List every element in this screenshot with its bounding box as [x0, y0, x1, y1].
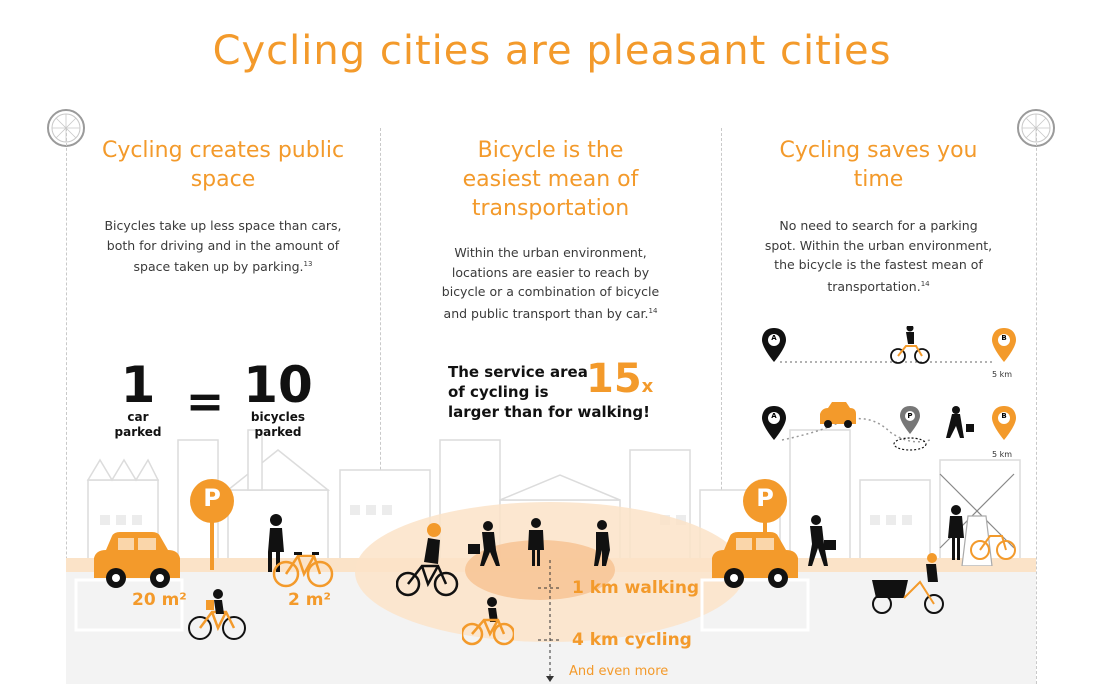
car-count: 1 [120, 356, 156, 414]
column-2-body: Within the urban environment, locations … [441, 245, 660, 321]
parking-sign-icon [190, 479, 234, 570]
pin-a-label: A [771, 412, 777, 420]
walking-distance-label: 1 km walking [572, 578, 700, 598]
route-2-distance: 5 km [992, 450, 1013, 459]
cyclist-icon [462, 597, 514, 646]
pin-b-label: B [1001, 412, 1007, 420]
car-area-value: 20 m² [132, 590, 187, 610]
parking-sign-letter: P [203, 484, 221, 512]
column-divider [66, 128, 67, 684]
pin-p-label: P [907, 412, 913, 420]
column-3-title: Cycling saves you time [779, 138, 978, 192]
bicycle-count: 10 [243, 356, 313, 414]
cargo-bike-icon [872, 553, 944, 614]
pedestrian-icon [594, 520, 610, 566]
parking-sign-icon [743, 479, 787, 538]
car-label: car parked [114, 410, 162, 439]
route-1-distance: 5 km [992, 370, 1013, 379]
pedestrian-icon [468, 521, 500, 566]
column-3-body: No need to search for a parking spot. Wi… [764, 218, 993, 294]
column-divider [380, 128, 381, 684]
service-area-factor: 15x [586, 356, 654, 402]
equals-sign: = [185, 374, 225, 428]
pin-a-label: A [771, 334, 777, 342]
pin-b-label: B [1001, 334, 1007, 342]
pedestrian-icon [808, 515, 836, 566]
route-car-illustration [762, 402, 1016, 451]
column-divider [1036, 128, 1037, 684]
bicycle-label: bicycles parked [250, 410, 306, 439]
page-title: Cycling cities are pleasant cities [212, 28, 892, 74]
pedestrian-icon [948, 505, 1016, 560]
cycling-distance-label: 4 km cycling [572, 630, 692, 650]
parking-sign-letter: P [756, 484, 774, 512]
pedestrian-icon [528, 518, 544, 566]
column-1-body: Bicycles take up less space than cars, b… [104, 218, 342, 275]
car-icon [712, 532, 798, 588]
cyclist-icon [188, 589, 246, 640]
column-divider [721, 128, 722, 684]
column-2-title: Bicycle is the easiest mean of transport… [462, 138, 639, 221]
more-distance-label: And even more [569, 664, 669, 679]
cyclist-icon [396, 523, 459, 597]
column-1-title: Cycling creates public space [101, 138, 345, 192]
pedestrian-icon [268, 514, 334, 588]
car-icon [94, 532, 180, 588]
route-bicycle-illustration [762, 326, 1016, 364]
service-area-text: The service area of cycling is larger th… [448, 363, 651, 421]
bike-area-value: 2 m² [288, 590, 331, 610]
